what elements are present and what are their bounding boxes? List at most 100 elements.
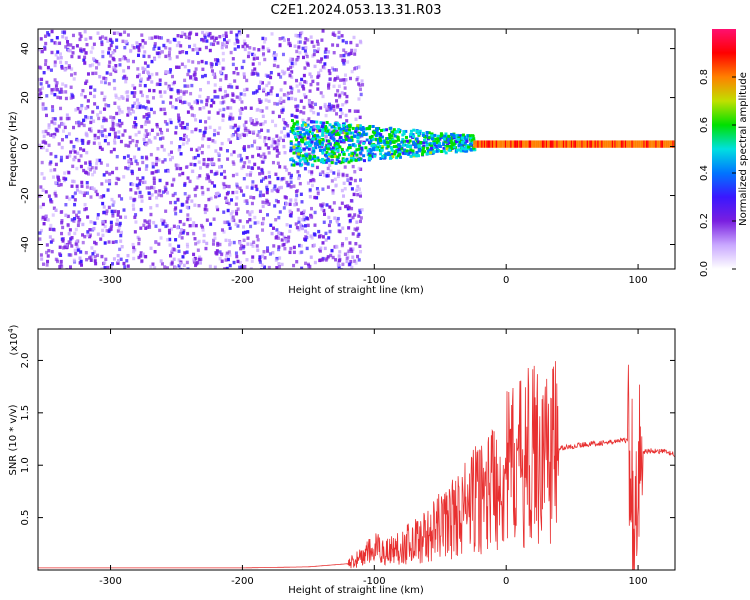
heatmap-cell-noise xyxy=(59,117,63,121)
heatmap-cell-noise xyxy=(218,126,222,130)
heatmap-cell-noise xyxy=(271,119,275,124)
heatmap-cell-noise xyxy=(84,250,88,255)
x-tick-label: -100 xyxy=(363,576,386,587)
heatmap-cell-noise xyxy=(229,30,233,34)
heatmap-cell-band xyxy=(383,142,387,146)
heatmap-cell-noise xyxy=(254,71,258,75)
heatmap-cell-band xyxy=(341,160,345,164)
heatmap-cell-noise xyxy=(92,57,96,61)
heatmap-cell-noise xyxy=(122,208,126,212)
heatmap-cell-band xyxy=(400,140,404,144)
heatmap-cell-tone xyxy=(529,140,532,148)
heatmap-cell-band xyxy=(368,124,372,128)
heatmap-cell-band xyxy=(327,152,331,156)
heatmap-cell-noise xyxy=(173,200,177,205)
heatmap-cell-noise xyxy=(126,33,130,37)
heatmap-cell-noise xyxy=(245,199,249,203)
heatmap-cell-noise xyxy=(135,139,139,144)
heatmap-cell-noise xyxy=(280,177,284,181)
heatmap-cell-noise xyxy=(50,88,54,92)
heatmap-cell-tone xyxy=(496,140,499,148)
heatmap-cell-band xyxy=(411,133,415,137)
heatmap-cell-noise xyxy=(44,59,48,63)
heatmap-cell-noise xyxy=(145,116,149,121)
heatmap-cell-noise xyxy=(108,46,112,51)
heatmap-cell-noise xyxy=(55,41,59,46)
heatmap-cell-noise xyxy=(289,175,293,180)
heatmap-cell-noise xyxy=(77,55,81,59)
heatmap-cell-noise xyxy=(328,77,332,81)
heatmap-cell-tone xyxy=(495,140,498,148)
heatmap-cell-band xyxy=(292,159,296,163)
heatmap-cell-noise xyxy=(134,125,138,129)
heatmap-cell-band xyxy=(312,134,316,138)
heatmap-cell-band xyxy=(379,156,383,160)
heatmap-cell-noise xyxy=(220,252,224,257)
heatmap-cell-noise xyxy=(99,237,103,241)
heatmap-cell-noise xyxy=(287,235,291,239)
heatmap-cell-band xyxy=(290,119,294,123)
heatmap-cell-noise xyxy=(337,172,341,176)
heatmap-cell-tone xyxy=(672,140,674,148)
heatmap-cell-noise xyxy=(299,244,303,248)
heatmap-cell-band xyxy=(432,140,436,144)
heatmap-cell-noise xyxy=(273,184,277,188)
heatmap-cell-band xyxy=(364,146,368,150)
heatmap-cell-noise xyxy=(192,221,196,225)
heatmap-cell-noise xyxy=(207,116,211,120)
heatmap-cell-noise xyxy=(221,95,225,100)
heatmap-cell-noise xyxy=(181,171,185,176)
heatmap-cell-band xyxy=(414,144,418,148)
heatmap-cell-band xyxy=(374,134,378,138)
heatmap-cell-band xyxy=(334,122,338,126)
heatmap-cell-noise xyxy=(118,32,122,37)
heatmap-cell-noise xyxy=(111,51,115,55)
heatmap-cell-noise xyxy=(268,175,272,179)
heatmap-cell-band xyxy=(448,144,452,148)
heatmap-cell-noise xyxy=(141,105,145,109)
heatmap-cell-noise xyxy=(290,70,294,74)
heatmap-cell-noise xyxy=(133,248,137,252)
heatmap-cell-band xyxy=(422,144,426,148)
heatmap-cell-noise xyxy=(148,36,152,40)
heatmap-cell-band xyxy=(421,131,425,135)
heatmap-cell-band xyxy=(412,128,416,132)
heatmap-cell-noise xyxy=(236,259,240,264)
heatmap-cell-noise xyxy=(298,40,302,44)
heatmap-cell-noise xyxy=(149,107,153,112)
heatmap-cell-tone xyxy=(582,140,585,148)
heatmap-cell-band xyxy=(448,136,452,140)
heatmap-cell-band xyxy=(368,154,372,158)
heatmap-cell-noise xyxy=(122,69,126,73)
heatmap-cell-noise xyxy=(327,69,331,73)
heatmap-cell-noise xyxy=(51,105,55,109)
heatmap-cell-noise xyxy=(303,224,307,228)
heatmap-cell-noise xyxy=(313,195,317,200)
heatmap-cell-band xyxy=(313,120,317,124)
heatmap-cell-noise xyxy=(289,65,293,70)
heatmap-cell-noise xyxy=(98,158,102,163)
heatmap-cell-noise xyxy=(242,193,246,197)
heatmap-cell-noise xyxy=(247,160,251,164)
heatmap-cell-noise xyxy=(59,263,63,267)
heatmap-cell-noise xyxy=(106,141,110,146)
heatmap-cell-noise xyxy=(270,144,274,148)
heatmap-cell-noise xyxy=(208,125,212,130)
heatmap-cell-noise xyxy=(89,120,93,125)
heatmap-cell-band xyxy=(373,131,377,135)
heatmap-cell-noise xyxy=(268,252,272,256)
heatmap-cell-noise xyxy=(60,237,64,241)
heatmap-cell-noise xyxy=(155,160,159,164)
heatmap-cell-noise xyxy=(316,189,320,194)
heatmap-cell-noise xyxy=(337,35,341,40)
heatmap-cell-noise xyxy=(304,37,308,41)
heatmap-cell-noise xyxy=(169,227,173,231)
heatmap-cell-noise xyxy=(358,208,362,213)
heatmap-cell-noise xyxy=(294,104,298,109)
heatmap-cell-noise xyxy=(124,143,128,148)
heatmap-cell-band xyxy=(334,133,338,137)
heatmap-cell-tone xyxy=(648,140,651,148)
heatmap-cell-noise xyxy=(141,176,145,180)
heatmap-cell-noise xyxy=(115,166,119,171)
heatmap-cell-noise xyxy=(236,224,240,228)
